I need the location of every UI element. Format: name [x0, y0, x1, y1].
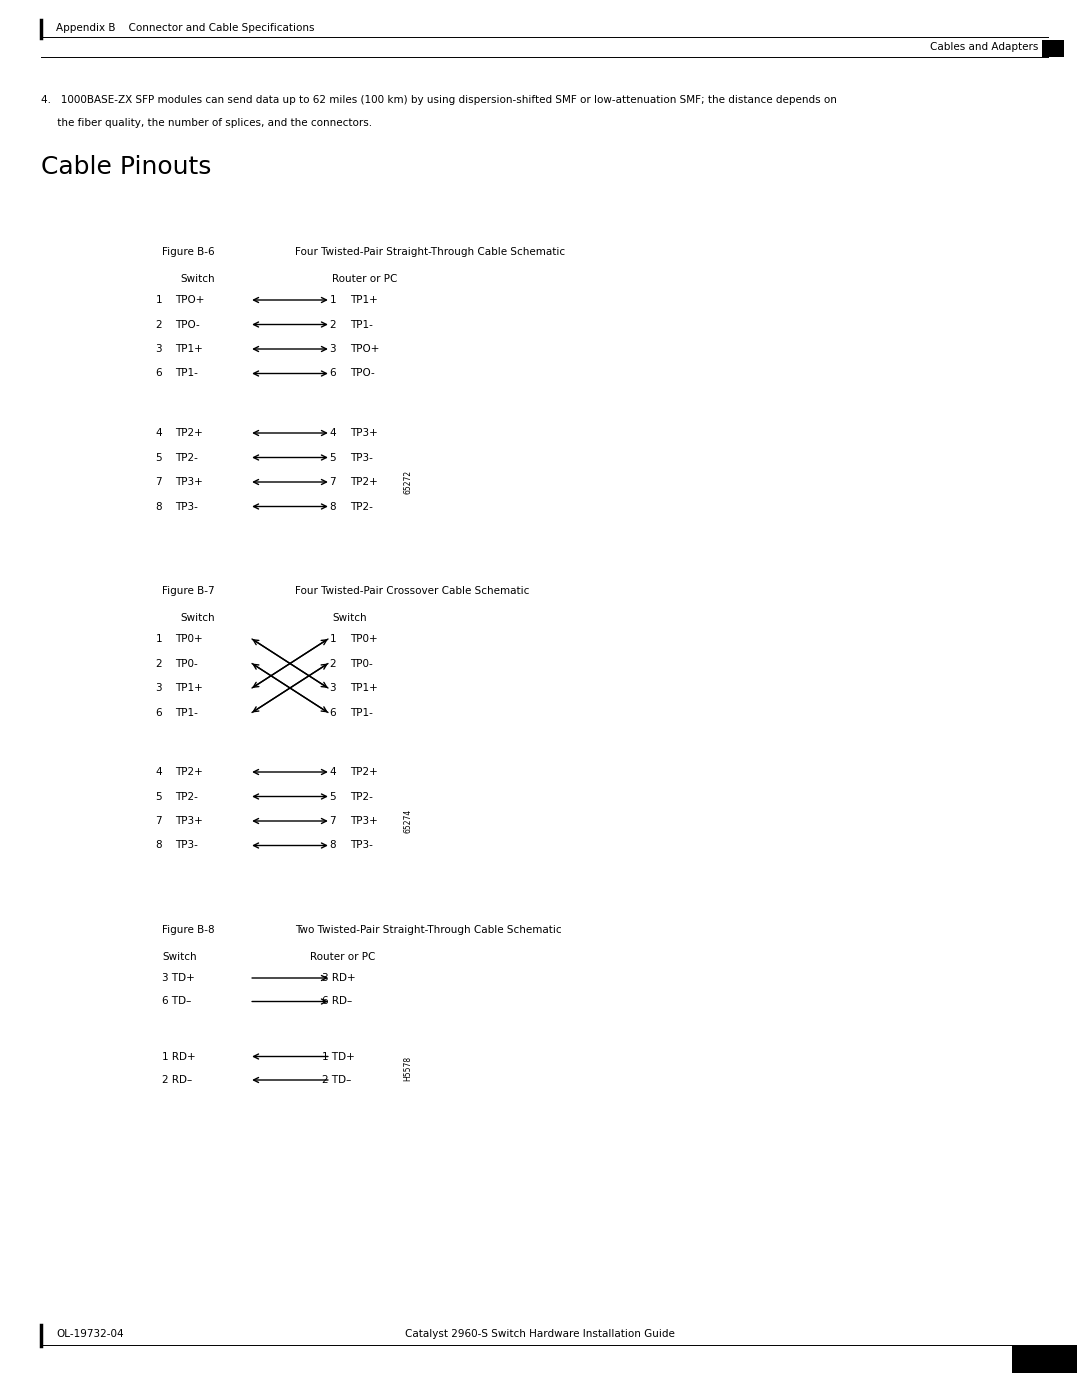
Text: 5: 5 [329, 792, 336, 802]
Text: 1: 1 [156, 295, 162, 305]
Text: Four Twisted-Pair Straight-Through Cable Schematic: Four Twisted-Pair Straight-Through Cable… [295, 247, 565, 257]
Text: TP3+: TP3+ [175, 816, 203, 826]
Text: 6: 6 [156, 369, 162, 379]
Text: TP1-: TP1- [175, 707, 198, 718]
Text: TP3+: TP3+ [350, 816, 378, 826]
Text: TPO-: TPO- [175, 320, 200, 330]
Text: Figure B-6: Figure B-6 [162, 247, 215, 257]
Text: Switch: Switch [162, 951, 197, 963]
Text: TP2-: TP2- [175, 792, 198, 802]
Text: TP2-: TP2- [175, 453, 198, 462]
Bar [1042, 41, 1064, 57]
Text: 3: 3 [156, 683, 162, 693]
Text: 4: 4 [156, 427, 162, 439]
Text: 5: 5 [156, 453, 162, 462]
Text: TP2-: TP2- [350, 792, 373, 802]
Text: 5: 5 [329, 453, 336, 462]
Text: TP0+: TP0+ [175, 634, 203, 644]
Text: Switch: Switch [332, 613, 366, 623]
Text: TPO-: TPO- [350, 369, 375, 379]
Text: 5: 5 [156, 792, 162, 802]
Text: OL-19732-04: OL-19732-04 [56, 1329, 123, 1338]
Text: 1: 1 [329, 295, 336, 305]
Text: 3: 3 [329, 344, 336, 353]
Text: 3: 3 [156, 344, 162, 353]
Text: TP2-: TP2- [350, 502, 373, 511]
Text: 7: 7 [329, 816, 336, 826]
Text: Four Twisted-Pair Crossover Cable Schematic: Four Twisted-Pair Crossover Cable Schema… [295, 585, 529, 597]
Text: 6: 6 [156, 707, 162, 718]
Text: TP2+: TP2+ [175, 427, 203, 439]
Text: 2: 2 [156, 320, 162, 330]
Text: Catalyst 2960-S Switch Hardware Installation Guide: Catalyst 2960-S Switch Hardware Installa… [405, 1329, 675, 1338]
Text: Router or PC: Router or PC [310, 951, 376, 963]
Text: 4: 4 [329, 767, 336, 777]
Text: Switch: Switch [180, 274, 215, 284]
Text: 8: 8 [329, 841, 336, 851]
Text: H5578: H5578 [404, 1056, 413, 1081]
Text: 6: 6 [329, 707, 336, 718]
Text: TP1+: TP1+ [350, 683, 378, 693]
Text: 6: 6 [329, 369, 336, 379]
Text: 4: 4 [329, 427, 336, 439]
Text: 7: 7 [329, 476, 336, 488]
Text: 2: 2 [156, 658, 162, 669]
Text: 65274: 65274 [404, 809, 413, 833]
Text: 6 RD–: 6 RD– [322, 996, 352, 1006]
Text: 4.   1000BASE-ZX SFP modules can send data up to 62 miles (100 km) by using disp: 4. 1000BASE-ZX SFP modules can send data… [41, 95, 837, 105]
Text: 3 RD+: 3 RD+ [322, 972, 355, 983]
Text: TP1-: TP1- [350, 320, 373, 330]
Bar [1012, 1345, 1077, 1373]
Text: Two Twisted-Pair Straight-Through Cable Schematic: Two Twisted-Pair Straight-Through Cable … [295, 925, 562, 935]
Text: TP1-: TP1- [350, 707, 373, 718]
Text: TP0-: TP0- [175, 658, 198, 669]
Text: TP0+: TP0+ [350, 634, 378, 644]
Text: 1 TD+: 1 TD+ [322, 1052, 354, 1062]
Text: TP1+: TP1+ [350, 295, 378, 305]
Text: Appendix B    Connector and Cable Specifications: Appendix B Connector and Cable Specifica… [56, 22, 314, 34]
Text: TP3-: TP3- [350, 841, 373, 851]
Text: TP2+: TP2+ [350, 476, 378, 488]
Text: TP0-: TP0- [350, 658, 373, 669]
Text: TP1+: TP1+ [175, 344, 203, 353]
Text: 2: 2 [329, 320, 336, 330]
Text: 8: 8 [156, 841, 162, 851]
Text: Router or PC: Router or PC [332, 274, 397, 284]
Text: TPO+: TPO+ [175, 295, 204, 305]
Text: B-5: B-5 [1032, 1352, 1057, 1365]
Text: Figure B-8: Figure B-8 [162, 925, 215, 935]
Text: 1: 1 [156, 634, 162, 644]
Text: TP1-: TP1- [175, 369, 198, 379]
Text: 8: 8 [329, 502, 336, 511]
Text: TP3+: TP3+ [350, 427, 378, 439]
Text: 65272: 65272 [404, 469, 413, 495]
Text: 2 RD–: 2 RD– [162, 1076, 192, 1085]
Text: TP3-: TP3- [350, 453, 373, 462]
Text: TP3-: TP3- [175, 502, 198, 511]
Text: 7: 7 [156, 476, 162, 488]
Text: TP1+: TP1+ [175, 683, 203, 693]
Text: Switch: Switch [180, 613, 215, 623]
Text: 4: 4 [156, 767, 162, 777]
Text: 1: 1 [329, 634, 336, 644]
Text: Cables and Adapters: Cables and Adapters [930, 42, 1038, 52]
Text: Cable Pinouts: Cable Pinouts [41, 155, 212, 179]
Text: 7: 7 [156, 816, 162, 826]
Text: 2 TD–: 2 TD– [322, 1076, 351, 1085]
Text: 1 RD+: 1 RD+ [162, 1052, 195, 1062]
Text: TP2+: TP2+ [175, 767, 203, 777]
Text: TPO+: TPO+ [350, 344, 379, 353]
Text: 8: 8 [156, 502, 162, 511]
Text: 3 TD+: 3 TD+ [162, 972, 194, 983]
Text: 3: 3 [329, 683, 336, 693]
Text: 6 TD–: 6 TD– [162, 996, 191, 1006]
Text: Figure B-7: Figure B-7 [162, 585, 215, 597]
Text: TP3-: TP3- [175, 841, 198, 851]
Text: the fiber quality, the number of splices, and the connectors.: the fiber quality, the number of splices… [41, 117, 373, 129]
Text: 2: 2 [329, 658, 336, 669]
Text: TP2+: TP2+ [350, 767, 378, 777]
Text: TP3+: TP3+ [175, 476, 203, 488]
